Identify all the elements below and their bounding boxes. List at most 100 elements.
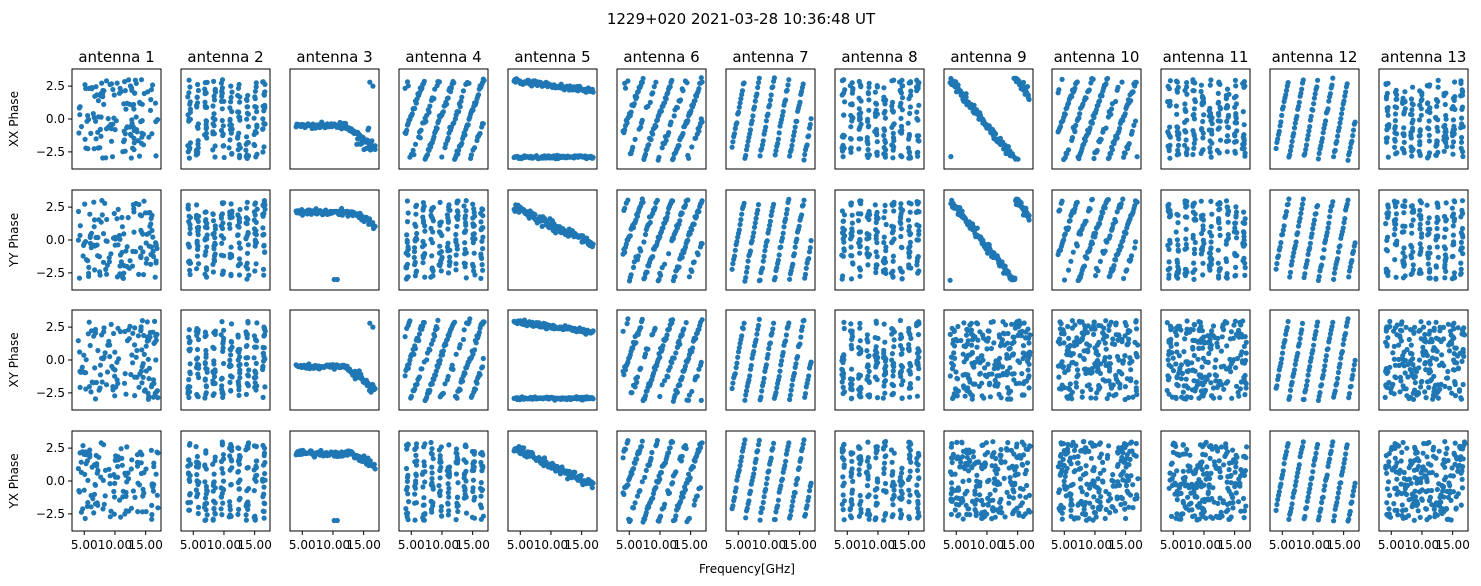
data-point [254, 320, 260, 326]
data-point [123, 106, 129, 112]
data-point [1241, 234, 1247, 240]
data-point [129, 263, 136, 269]
data-point [252, 384, 258, 390]
data-point [1281, 223, 1287, 229]
data-point [1056, 87, 1062, 93]
data-point [438, 268, 444, 274]
data-point [88, 230, 95, 236]
data-point [75, 237, 81, 243]
data-point [1433, 237, 1439, 243]
data-point [1275, 136, 1281, 142]
data-point [1450, 139, 1457, 145]
data-point [243, 236, 249, 242]
data-point [890, 253, 897, 259]
data-point [123, 391, 129, 397]
data-point [763, 118, 770, 124]
data-point [881, 132, 887, 139]
data-point [684, 80, 690, 86]
data-point [1074, 79, 1080, 85]
data-point [731, 131, 738, 137]
data-point [1289, 138, 1295, 144]
data-point [1302, 151, 1308, 157]
data-point [736, 345, 742, 351]
data-point [1392, 221, 1398, 227]
data-point [890, 130, 896, 136]
data-point [481, 77, 487, 83]
data-point [143, 343, 149, 349]
data-point [219, 319, 225, 325]
data-point [1450, 253, 1456, 259]
data-point [1109, 147, 1115, 153]
data-point [1434, 138, 1440, 144]
data-point [1277, 244, 1283, 250]
data-point [89, 85, 95, 91]
data-point [1232, 120, 1238, 126]
data-point [204, 274, 210, 280]
data-point [254, 151, 260, 157]
data-point [194, 346, 201, 353]
data-point [899, 208, 905, 214]
data-point [471, 206, 477, 212]
data-point [204, 267, 210, 273]
data-point [638, 248, 644, 254]
data-point [92, 365, 98, 371]
data-point [1108, 151, 1114, 157]
data-point [1283, 92, 1289, 98]
data-point [874, 240, 880, 246]
data-point [1435, 98, 1441, 105]
data-point [660, 343, 666, 349]
data-point [801, 157, 807, 163]
data-point [227, 225, 233, 231]
data-point [1175, 266, 1182, 272]
data-point [457, 104, 463, 110]
data-point [1392, 89, 1399, 96]
data-point [849, 80, 855, 86]
data-point [1443, 226, 1449, 232]
data-point [211, 256, 217, 262]
data-point [260, 103, 266, 109]
data-point [866, 97, 872, 103]
data-point [974, 225, 980, 231]
data-point [916, 102, 922, 108]
data-point [237, 375, 243, 381]
data-point [623, 241, 629, 247]
data-point [235, 212, 241, 218]
data-point [138, 253, 144, 259]
data-point [1167, 208, 1173, 214]
data-point [779, 113, 786, 119]
data-point [1434, 214, 1440, 220]
data-point [899, 95, 906, 101]
data-point [416, 338, 422, 344]
data-point [218, 376, 224, 382]
data-point [1434, 201, 1441, 207]
data-point [847, 146, 854, 152]
data-point [1417, 127, 1423, 133]
data-point [1100, 210, 1106, 216]
data-point [1346, 149, 1353, 155]
data-point [470, 107, 476, 113]
data-point [462, 370, 468, 376]
data-point [898, 268, 904, 274]
data-point [1392, 124, 1398, 130]
data-point [112, 393, 118, 399]
data-point [1417, 241, 1423, 247]
data-point [1065, 225, 1072, 231]
data-point [855, 218, 862, 224]
data-point [1288, 143, 1294, 149]
data-point [1216, 273, 1222, 279]
data-point [1191, 246, 1198, 252]
y-axis-label-2: YY Phase [7, 213, 21, 268]
data-point [1435, 128, 1441, 134]
data-point [1198, 82, 1204, 88]
data-point [244, 116, 250, 122]
data-point [1394, 96, 1400, 102]
panel-frame [1269, 68, 1360, 170]
data-point [1384, 139, 1390, 145]
data-point [1191, 276, 1197, 282]
data-point [478, 275, 484, 281]
data-point [1190, 151, 1196, 158]
data-point [187, 84, 193, 90]
data-point [848, 124, 854, 130]
data-point [92, 267, 98, 273]
